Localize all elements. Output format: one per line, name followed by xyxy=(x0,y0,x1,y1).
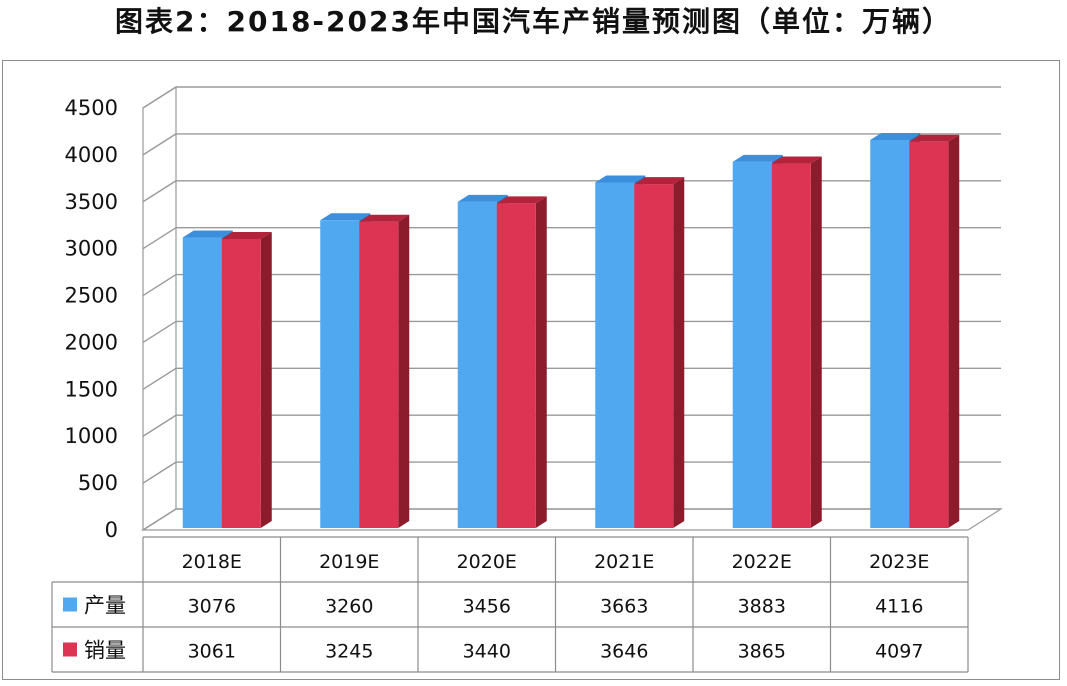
gridline-diag xyxy=(142,461,177,484)
x-category-label: 2023E xyxy=(869,551,929,573)
gridline-diag xyxy=(142,86,177,109)
bar-top xyxy=(496,196,547,204)
y-tick-label: 2000 xyxy=(65,330,118,354)
legend-swatch xyxy=(63,642,77,657)
bar-1-3 xyxy=(634,184,674,528)
bar-1-1 xyxy=(359,221,399,529)
bar-top xyxy=(182,230,233,238)
x-category-label: 2020E xyxy=(457,551,517,573)
bar-side xyxy=(810,156,822,528)
data-label: 4116 xyxy=(875,596,923,618)
bar-side xyxy=(535,196,547,528)
x-category-label: 2021E xyxy=(594,551,654,573)
y-tick-label: 3000 xyxy=(65,237,118,261)
bar-0-3 xyxy=(595,182,635,528)
bar-1-5 xyxy=(909,141,949,528)
bar-side xyxy=(673,177,685,528)
bar-0-4 xyxy=(732,161,772,528)
data-label: 4097 xyxy=(875,641,923,663)
bar-top xyxy=(221,231,272,239)
bar-top xyxy=(634,177,685,185)
gridline-diag xyxy=(142,273,177,297)
bar-side xyxy=(260,231,272,528)
bar-top xyxy=(595,175,646,183)
gridline-diag xyxy=(142,180,177,203)
gridline-diag xyxy=(142,367,177,390)
legend-label: 产量 xyxy=(84,594,126,618)
bar-0-5 xyxy=(870,140,910,528)
legend-swatch xyxy=(63,597,77,612)
bar-0-1 xyxy=(320,220,360,529)
y-tick-label: 500 xyxy=(78,471,118,495)
y-tick-label: 1500 xyxy=(65,377,118,401)
x-category-label: 2019E xyxy=(319,551,379,573)
gridline-diag xyxy=(142,508,177,531)
legend-label: 销量 xyxy=(84,639,126,663)
y-tick-label: 2500 xyxy=(65,284,118,308)
data-label: 3076 xyxy=(188,596,236,618)
gridline-diag xyxy=(142,227,177,250)
bar-side xyxy=(948,134,960,528)
bar-top xyxy=(320,213,371,221)
bar-0-0 xyxy=(182,237,222,528)
bar-top xyxy=(870,133,921,141)
y-tick-label: 3500 xyxy=(65,190,118,214)
bar-0-2 xyxy=(457,201,497,529)
bars-layer xyxy=(182,133,960,529)
data-label: 3456 xyxy=(463,596,511,618)
bar-top xyxy=(359,214,410,222)
data-label: 3061 xyxy=(188,641,236,663)
y-axis-ticks: 0 500 1000 1500 2000 2500 3000 3500 4000 4500 xyxy=(65,96,118,542)
data-table: 2018E 2019E 2020E 2021E 2022E 2023E 产量 3076 3260… xyxy=(51,536,969,673)
bar-side xyxy=(398,214,410,529)
y-tick-label: 4000 xyxy=(65,143,118,167)
y-tick-label: 0 xyxy=(105,518,118,542)
side-wall xyxy=(142,85,177,532)
gridline-diag xyxy=(142,320,177,344)
bar-top xyxy=(457,194,508,202)
bar-1-2 xyxy=(496,203,536,528)
data-label: 3440 xyxy=(463,641,511,663)
data-label: 3646 xyxy=(600,641,648,663)
bar-top xyxy=(732,154,783,162)
y-tick-label: 1000 xyxy=(65,424,118,448)
bar-1-4 xyxy=(771,163,811,528)
data-label: 3245 xyxy=(325,641,373,663)
data-label: 3865 xyxy=(738,641,786,663)
bar-1-0 xyxy=(221,238,261,528)
chart-title: 图表2：2018-2023年中国汽车产销量预测图（单位：万辆） xyxy=(115,5,952,38)
gridline-diag xyxy=(142,133,177,156)
data-label: 3883 xyxy=(738,596,786,618)
y-tick-label: 4500 xyxy=(65,96,118,120)
x-category-label: 2022E xyxy=(732,551,792,573)
bar-top xyxy=(771,156,822,164)
data-label: 3663 xyxy=(600,596,648,618)
data-label: 3260 xyxy=(325,596,373,618)
bar-top xyxy=(909,134,960,142)
gridline-diag xyxy=(142,414,177,437)
chart-frame xyxy=(2,60,1060,680)
x-category-label: 2018E xyxy=(182,551,242,573)
